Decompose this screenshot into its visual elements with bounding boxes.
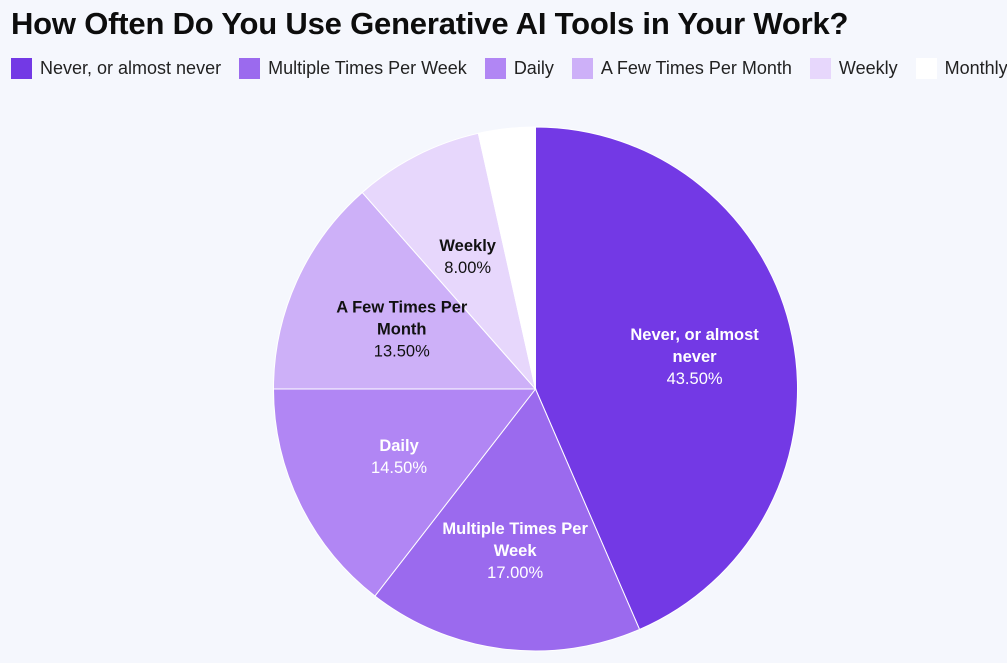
pie-slice-never-or-almost-never[interactable]	[535, 126, 799, 631]
pie-labels: Never, or almost never 43.50% Multiple Time…	[336, 237, 759, 582]
legend-swatch	[571, 58, 593, 79]
legend-item-never[interactable]: Never, or almost never	[11, 58, 221, 79]
legend-swatch	[11, 58, 32, 79]
legend: Never, or almost never Multiple Times Pe…	[11, 58, 1007, 79]
slice-label: Weekly 8.00%	[439, 237, 496, 277]
pie-slice-monthly[interactable]	[477, 126, 536, 390]
legend-swatch	[484, 58, 506, 79]
legend-item-monthly[interactable]: Monthly	[915, 58, 1007, 79]
pie-slices	[272, 126, 799, 652]
legend-item-daily[interactable]: Daily	[484, 58, 554, 79]
pie-slice-daily[interactable]	[272, 388, 537, 597]
slice-label: Multiple Times Per Week 17.00%	[442, 520, 588, 582]
legend-label: Multiple Times Per Week	[268, 58, 467, 78]
legend-item-multiple-times-per-week[interactable]: Multiple Times Per Week	[239, 58, 467, 79]
slice-label: Daily 14.50%	[371, 437, 427, 477]
legend-item-weekly[interactable]: Weekly	[809, 58, 898, 79]
slice-label: Never, or almost never 43.50%	[630, 326, 759, 388]
legend-label: Weekly	[838, 58, 898, 78]
legend-swatch	[915, 58, 937, 79]
legend-swatch	[239, 58, 261, 79]
legend-item-few-times-per-month[interactable]: A Few Times Per Month	[571, 58, 792, 79]
legend-label: Monthly	[944, 58, 1007, 78]
pie-slice-multiple-times-per-week[interactable]	[374, 388, 641, 652]
legend-label: A Few Times Per Month	[600, 58, 792, 78]
legend-label: Daily	[513, 58, 554, 78]
pie-slice-a-few-times-per-month[interactable]	[272, 191, 537, 390]
slice-label: A Few Times Per Month 13.50%	[336, 299, 468, 361]
chart-title: How Often Do You Use Generative AI Tools…	[11, 6, 849, 41]
legend-swatch	[809, 58, 831, 79]
legend-label: Never, or almost never	[40, 58, 222, 78]
